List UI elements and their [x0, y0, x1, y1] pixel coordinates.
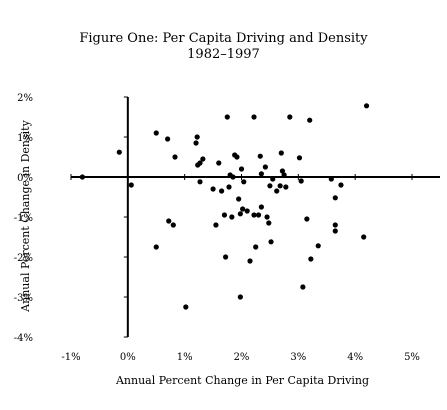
x-tick-label: 4%: [347, 352, 363, 363]
data-point: [278, 150, 284, 156]
data-point: [213, 222, 219, 228]
data-point: [244, 208, 250, 214]
data-point: [172, 154, 178, 160]
data-point: [258, 171, 264, 177]
data-point: [166, 218, 172, 224]
data-point: [281, 172, 287, 178]
y-tick-label: 2%: [17, 93, 33, 104]
x-tick-label: 0%: [120, 352, 136, 363]
data-point: [165, 136, 171, 142]
data-point: [197, 179, 203, 185]
data-point: [277, 183, 283, 189]
data-point: [229, 214, 235, 220]
data-point: [332, 228, 338, 234]
data-point: [240, 206, 246, 212]
data-point: [315, 243, 321, 249]
x-tick-label: 3%: [290, 352, 306, 363]
data-point: [300, 284, 306, 290]
data-point: [283, 184, 289, 190]
data-point: [221, 212, 228, 218]
data-point: [238, 166, 245, 172]
data-point: [262, 164, 268, 170]
data-point: [270, 176, 276, 182]
data-point: [253, 244, 259, 250]
data-point: [298, 178, 304, 184]
y-tick-label: -3%: [14, 293, 33, 304]
chart-title: Figure One: Per Capita Driving and Densi…: [79, 31, 368, 46]
data-point: [251, 114, 257, 120]
data-point: [234, 154, 240, 160]
data-point: [268, 239, 274, 245]
data-point: [237, 294, 243, 300]
y-tick-label: 0%: [17, 173, 33, 184]
data-point: [332, 222, 338, 228]
x-tick-label: 5%: [404, 352, 420, 363]
data-point: [200, 156, 206, 162]
x-axis-title: Annual Percent Change in Per Capita Driv…: [115, 374, 369, 387]
data-point: [183, 304, 189, 310]
data-point: [328, 176, 334, 182]
data-point: [237, 211, 243, 217]
data-point: [194, 134, 200, 140]
data-point: [361, 234, 367, 240]
data-point: [258, 204, 264, 210]
x-tick-label: 2%: [234, 352, 250, 363]
y-axis-title: Annual Percent Change in Density: [19, 119, 32, 312]
data-point: [153, 130, 159, 136]
data-point: [216, 160, 222, 166]
data-point: [308, 256, 314, 262]
data-point: [264, 214, 270, 220]
data-point: [287, 114, 293, 120]
data-point: [79, 174, 85, 180]
data-point: [230, 174, 236, 180]
y-tick-label: 1%: [17, 133, 33, 144]
data-point: [222, 254, 229, 260]
y-tick-label: -4%: [14, 333, 33, 344]
chart-subtitle: 1982–1997: [187, 47, 260, 62]
data-point: [219, 188, 225, 194]
data-point: [296, 155, 303, 161]
data-point: [307, 117, 313, 123]
data-point: [210, 186, 216, 192]
x-tick-label: -1%: [61, 352, 80, 363]
data-point: [241, 179, 247, 185]
data-point: [153, 244, 159, 250]
data-point: [338, 182, 344, 188]
data-point: [266, 220, 272, 226]
data-point: [236, 196, 242, 202]
data-point: [363, 103, 370, 109]
x-tick-label: 1%: [177, 352, 193, 363]
data-point: [226, 184, 232, 190]
data-point: [251, 212, 257, 218]
data-point: [332, 195, 338, 201]
data-point: [116, 149, 122, 155]
data-point: [267, 183, 273, 189]
data-point: [197, 160, 203, 166]
data-point: [128, 182, 134, 188]
data-point: [257, 153, 263, 159]
data-point: [279, 168, 286, 174]
data-point: [224, 114, 230, 120]
y-tick-label: -2%: [14, 253, 33, 264]
y-tick-label: -1%: [14, 213, 33, 224]
data-point: [274, 188, 280, 194]
data-point: [304, 216, 310, 222]
data-point: [170, 222, 176, 228]
data-point: [193, 140, 199, 146]
data-point: [255, 212, 262, 218]
data-point: [247, 258, 253, 264]
